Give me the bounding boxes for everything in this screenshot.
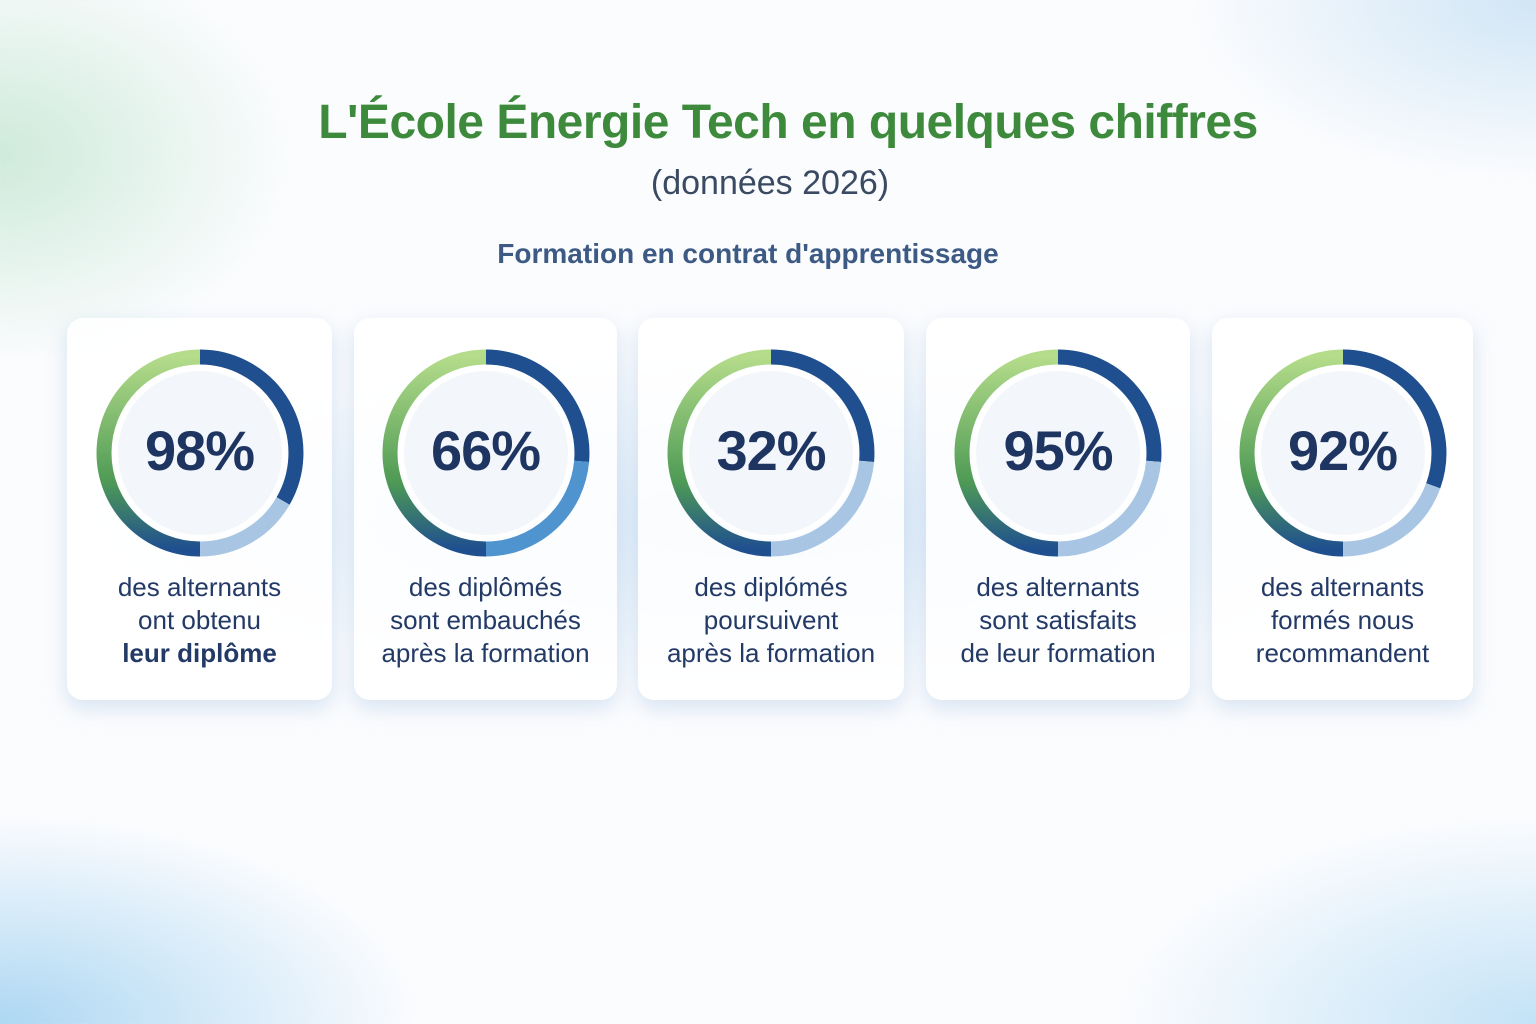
ring-inner <box>685 367 857 539</box>
stat-value: 98% <box>144 419 255 482</box>
desc-line: des alternants <box>117 572 282 602</box>
ring-arc-light <box>485 460 589 557</box>
stat-card: 32% des diplómés poursuivent après la fo… <box>638 318 904 700</box>
ring-arc-green <box>1239 349 1343 557</box>
ring-arc-green <box>96 349 200 557</box>
stat-description: des diplómés poursuivent après la format… <box>638 571 904 670</box>
ring-arc-light <box>1057 460 1162 557</box>
stat-value: 95% <box>1003 419 1113 482</box>
progress-ring <box>96 349 303 557</box>
desc-line: recommandent <box>1255 638 1430 668</box>
ring-arc-light <box>770 460 875 557</box>
progress-ring <box>382 349 589 557</box>
desc-line: sont embauchés <box>390 605 581 635</box>
desc-line: poursuivent <box>703 605 839 635</box>
desc-line: formés nous <box>1270 605 1415 635</box>
stat-description: des alternants sont satisfaits de leur f… <box>926 571 1190 670</box>
ring-arc-green <box>667 349 772 557</box>
stat-description: des alternants ont obtenu leur diplôme <box>67 571 332 670</box>
desc-line: des diplómés <box>694 572 848 602</box>
progress-ring <box>954 349 1162 557</box>
progress-ring <box>1239 349 1446 557</box>
desc-line: des alternants <box>1260 572 1425 602</box>
desc-line: après la formation <box>666 638 876 668</box>
ring-inner <box>972 367 1144 539</box>
stat-value: 32% <box>716 419 826 482</box>
stat-description: des alternants formés nous recommandent <box>1212 571 1473 670</box>
ring-arc-blue <box>1057 349 1162 463</box>
section-heading: Formation en contrat d'apprentissage <box>497 238 999 269</box>
ring-arc-green <box>382 349 486 557</box>
page-subtitle: (données 2026) <box>650 164 890 202</box>
ring-arc-light <box>1342 483 1440 557</box>
ring-arc-blue <box>770 349 875 463</box>
ring-inner <box>113 367 286 539</box>
desc-line: ont obtenu <box>138 605 261 635</box>
desc-line: après la formation <box>381 638 590 668</box>
ring-arc-blue <box>485 349 589 463</box>
ring-inner <box>1256 367 1429 539</box>
desc-line: sont satisfaits <box>979 605 1137 635</box>
stat-card: 95% des alternants sont satisfaits de le… <box>926 318 1190 700</box>
ring-arc-blue <box>199 349 303 505</box>
page-title: L'École Énergie Tech en quelques chiffre… <box>318 96 1258 149</box>
ring-arc-green <box>954 349 1059 557</box>
desc-line: de leur formation <box>960 638 1156 668</box>
progress-ring <box>667 349 875 557</box>
stat-description: des diplômés sont embauchés après la for… <box>354 571 617 670</box>
desc-line: des alternants <box>976 572 1140 602</box>
stat-card: 66% des diplômés sont embauchés après la… <box>354 318 617 700</box>
ring-inner <box>399 367 572 539</box>
ring-arc-blue <box>1342 349 1446 489</box>
desc-line: des diplômés <box>408 572 563 602</box>
stat-card: 98% des alternants ont obtenu leur diplô… <box>67 318 332 700</box>
stat-value: 66% <box>430 419 541 482</box>
stat-card: 92% des alternants formés nous recommand… <box>1212 318 1473 700</box>
ring-arc-light <box>199 497 290 557</box>
desc-line: leur diplôme <box>122 638 277 668</box>
stat-value: 92% <box>1287 419 1398 482</box>
